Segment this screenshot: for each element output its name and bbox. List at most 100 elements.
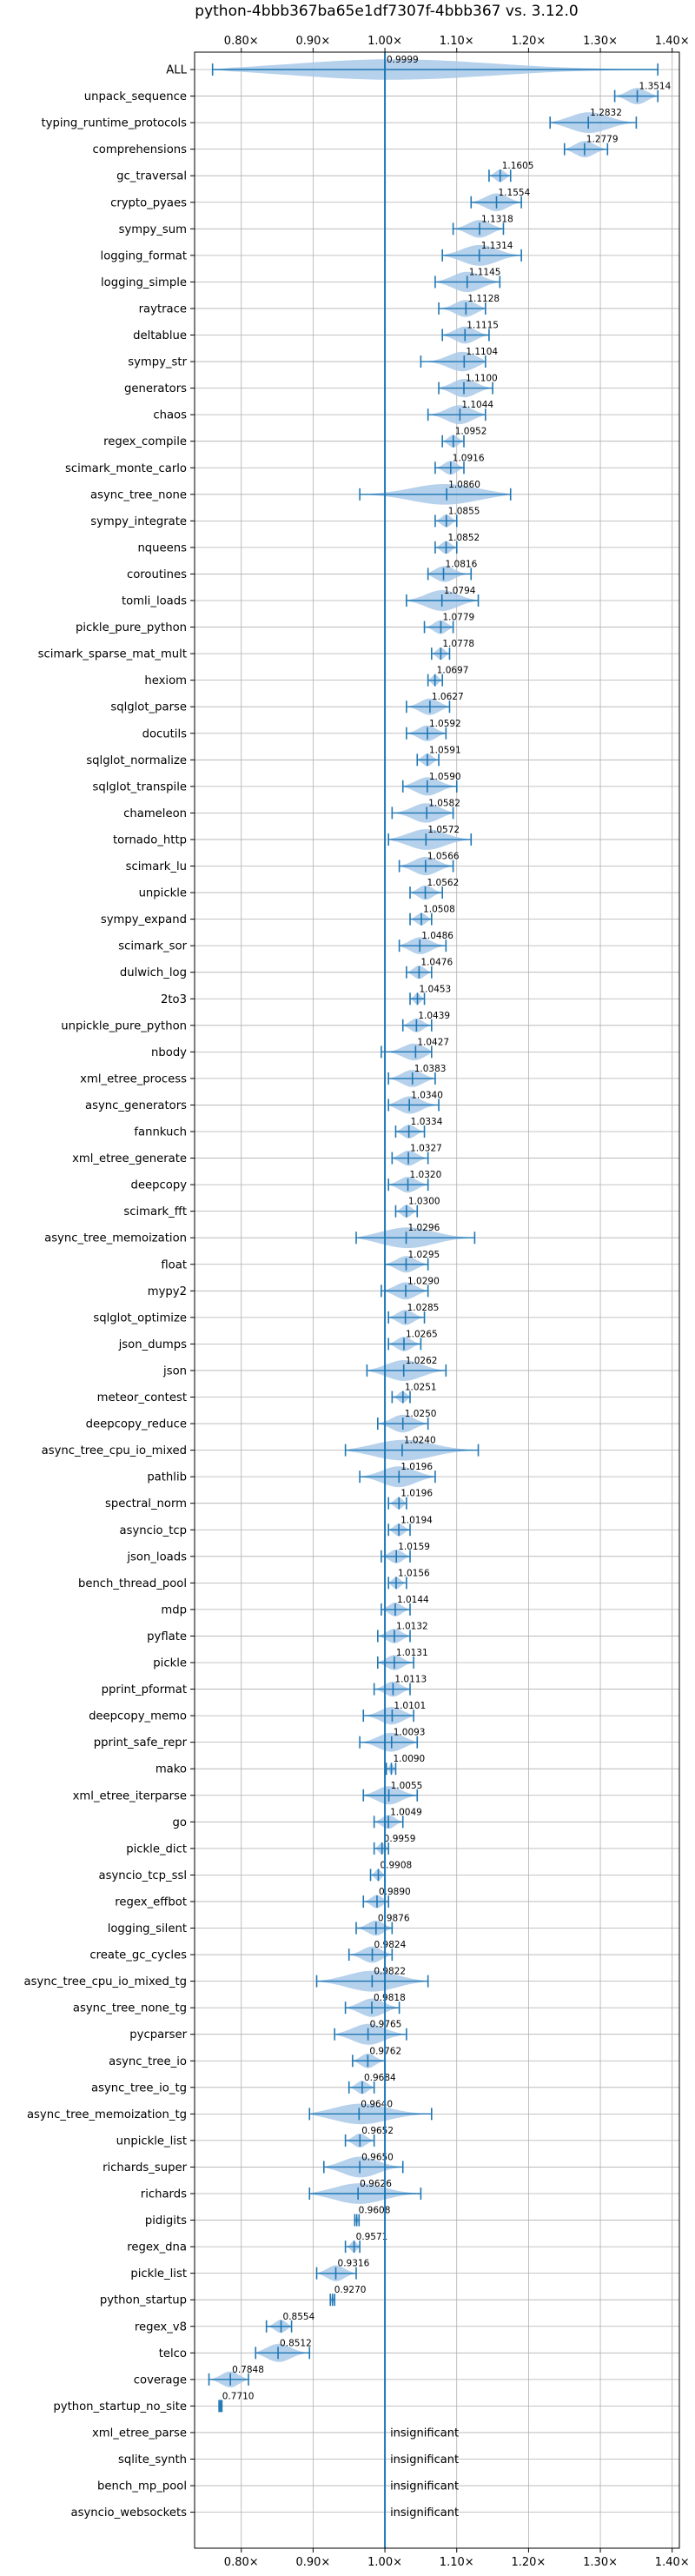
y-tick-label: fannkuch [134,1126,187,1139]
value-label: 1.0592 [429,719,461,729]
x-tick-label-top: 1.10× [440,35,474,48]
y-tick-label: async_tree_io_tg [91,2081,187,2095]
value-label: 1.0093 [394,1728,426,1738]
value-label: 1.0779 [442,613,474,623]
value-label: 1.0262 [406,1356,438,1366]
value-label: 0.9316 [338,2259,370,2269]
value-label: 1.0383 [414,1064,447,1074]
y-tick-label: unpickle [139,887,187,900]
y-tick-label: json_dumps [118,1338,188,1351]
y-tick-label: nqueens [137,541,187,554]
y-tick-label: async_tree_none_tg [73,2002,187,2015]
x-tick-label-top: 1.00× [367,35,402,48]
y-tick-label: asyncio_tcp_ssl [99,1869,187,1882]
y-tick-label: async_tree_io [109,2055,187,2068]
value-label: 1.0113 [394,1675,427,1685]
y-tick-label: python_startup [100,2294,187,2307]
value-label: 0.9824 [374,1940,407,1950]
value-label: 1.0453 [420,984,452,994]
value-label: 0.9876 [378,1914,410,1924]
y-tick-label: pidigits [145,2214,187,2227]
value-label: 1.0090 [394,1754,426,1764]
y-tick-label: telco [159,2347,187,2360]
value-label: 1.0320 [410,1170,442,1180]
value-label: 1.0697 [437,666,469,676]
y-tick-label: pickle_list [130,2267,187,2281]
value-label: 1.0334 [411,1117,443,1127]
value-label: 1.0566 [427,852,460,862]
plot-area [195,52,679,2548]
value-label: 1.0486 [421,931,453,941]
value-label: 1.0590 [429,772,461,782]
y-tick-label: crypto_pyaes [110,196,187,209]
value-label: 0.8554 [283,2312,315,2322]
y-tick-label: scimark_lu [126,860,187,873]
value-label: 0.9650 [361,2152,394,2162]
x-tick-label-bottom: 0.80× [224,2556,259,2569]
y-tick-label: pycparser [129,2028,187,2042]
y-tick-label: xml_etree_parse [92,2427,187,2440]
x-tick-label-bottom: 1.20× [511,2556,546,2569]
y-tick-label: chaos [153,409,187,422]
y-tick-label: async_tree_none [90,488,187,501]
y-tick-label: async_tree_cpu_io_mixed [42,1444,187,1457]
x-tick-label-bottom: 1.10× [440,2556,474,2569]
y-tick-label: richards [141,2188,187,2201]
value-label: 1.0055 [391,1781,423,1791]
y-tick-label: spectral_norm [105,1497,187,1510]
x-tick-label-top: 1.40× [655,35,690,48]
value-label: 0.9608 [359,2206,391,2216]
y-tick-label: xml_etree_process [80,1072,187,1086]
plot-frame [194,51,680,2549]
y-tick-label: pprint_pformat [102,1683,187,1696]
y-tick-label: python_startup_no_site [53,2400,187,2413]
y-tick-label: scimark_fft [123,1205,187,1218]
y-tick-label: ALL [166,64,187,77]
y-tick-label: sqlglot_optimize [93,1311,187,1325]
y-tick-label: xml_etree_generate [72,1152,187,1165]
x-tick-label-top: 1.30× [583,35,618,48]
value-label: 1.0794 [444,586,476,596]
value-label: 1.0855 [448,506,480,516]
value-label: 1.2832 [590,108,622,118]
y-tick-label: mdp [161,1603,187,1617]
y-tick-label: pprint_safe_repr [94,1736,188,1749]
y-tick-label: asyncio_tcp [120,1524,187,1537]
y-tick-label: deepcopy [131,1179,188,1192]
value-label: 1.1115 [467,321,499,331]
y-tick-label: sympy_sum [119,223,187,236]
y-tick-label: regex_dna [127,2241,187,2254]
y-tick-label: bench_mp_pool [97,2480,187,2493]
value-label: 0.9908 [380,1860,412,1870]
y-tick-label: float [161,1258,187,1271]
y-tick-label: dulwich_log [120,966,187,979]
value-label: 1.0265 [406,1329,438,1339]
y-tick-label: sympy_integrate [90,515,187,528]
value-label: 1.1128 [467,294,500,304]
value-label: 1.1314 [481,241,513,251]
x-tick-label-top: 1.20× [511,35,546,48]
value-label: 1.1145 [469,267,501,277]
y-tick-label: unpickle_list [116,2134,187,2148]
y-tick-label: sqlite_synth [118,2453,187,2466]
value-label: 1.0427 [417,1037,449,1047]
value-label: 0.9571 [356,2232,388,2242]
y-tick-label: pickle_pure_python [76,621,187,634]
value-label: 1.0250 [405,1409,437,1419]
value-label: 1.1044 [461,400,493,410]
value-label: 0.9270 [334,2285,367,2295]
value-label: 1.0144 [397,1595,429,1605]
y-tick-label: deltablue [133,329,187,342]
value-label: 1.0916 [453,453,485,463]
value-label: 1.0101 [394,1701,426,1711]
y-tick-label: sqlglot_parse [110,701,187,714]
y-tick-label: go [173,1816,187,1829]
value-label: 0.9959 [384,1834,416,1844]
x-tick-label-bottom: 1.40× [655,2556,690,2569]
y-tick-label: pickle [153,1657,187,1670]
value-label: 1.0251 [405,1383,437,1393]
value-label: 1.0327 [410,1144,442,1154]
value-label: 1.0340 [411,1090,443,1100]
y-tick-label: sqlglot_normalize [86,754,187,767]
insignificant-label: insignificant [390,2427,459,2440]
